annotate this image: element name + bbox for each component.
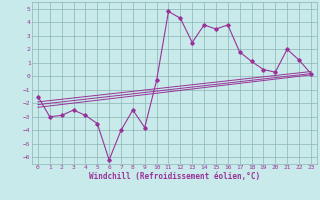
X-axis label: Windchill (Refroidissement éolien,°C): Windchill (Refroidissement éolien,°C)	[89, 172, 260, 181]
